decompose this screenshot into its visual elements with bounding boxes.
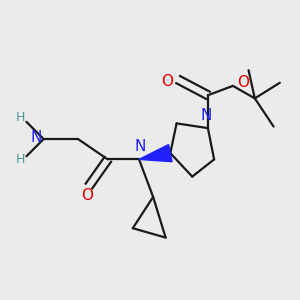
Text: O: O bbox=[238, 75, 250, 90]
Text: N: N bbox=[201, 108, 212, 123]
Text: N: N bbox=[135, 139, 146, 154]
Polygon shape bbox=[139, 145, 172, 162]
Text: O: O bbox=[81, 188, 93, 202]
Text: H: H bbox=[16, 153, 25, 166]
Text: N: N bbox=[31, 130, 42, 145]
Text: O: O bbox=[161, 74, 173, 89]
Text: H: H bbox=[16, 111, 25, 124]
